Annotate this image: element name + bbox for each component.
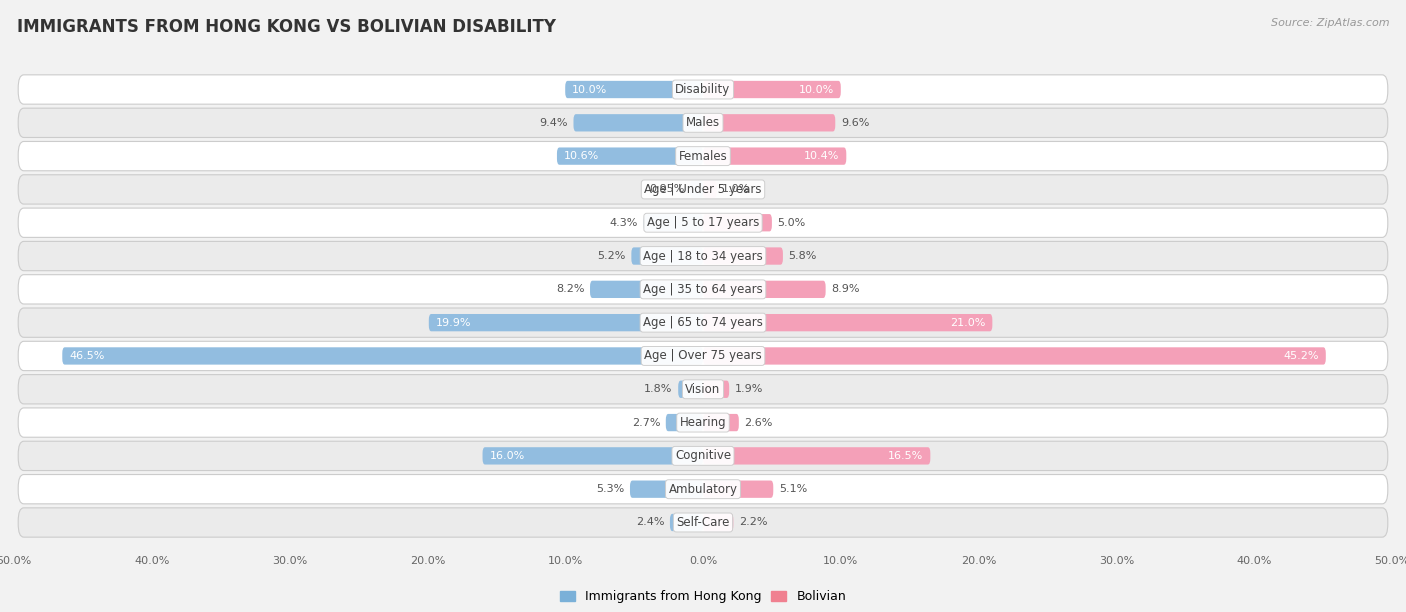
FancyBboxPatch shape (669, 514, 703, 531)
Text: 5.8%: 5.8% (789, 251, 817, 261)
Text: 10.0%: 10.0% (799, 84, 834, 94)
Text: 0.95%: 0.95% (650, 184, 685, 195)
FancyBboxPatch shape (703, 514, 734, 531)
FancyBboxPatch shape (482, 447, 703, 465)
FancyBboxPatch shape (678, 381, 703, 398)
Text: 19.9%: 19.9% (436, 318, 471, 327)
Text: Disability: Disability (675, 83, 731, 96)
FancyBboxPatch shape (565, 81, 703, 98)
Text: Age | Under 5 years: Age | Under 5 years (644, 183, 762, 196)
Text: 46.5%: 46.5% (69, 351, 104, 361)
FancyBboxPatch shape (557, 147, 703, 165)
FancyBboxPatch shape (18, 408, 1388, 437)
Text: 10.6%: 10.6% (564, 151, 599, 161)
Text: Vision: Vision (685, 382, 721, 396)
FancyBboxPatch shape (644, 214, 703, 231)
Text: 8.2%: 8.2% (555, 285, 585, 294)
FancyBboxPatch shape (703, 414, 738, 431)
Text: Hearing: Hearing (679, 416, 727, 429)
Text: 8.9%: 8.9% (831, 285, 859, 294)
FancyBboxPatch shape (666, 414, 703, 431)
Text: Self-Care: Self-Care (676, 516, 730, 529)
Text: 5.2%: 5.2% (598, 251, 626, 261)
Text: 2.2%: 2.2% (738, 518, 768, 528)
FancyBboxPatch shape (703, 214, 772, 231)
FancyBboxPatch shape (18, 241, 1388, 271)
Text: 2.6%: 2.6% (744, 417, 773, 428)
Text: 5.0%: 5.0% (778, 218, 806, 228)
Text: Females: Females (679, 149, 727, 163)
FancyBboxPatch shape (703, 447, 931, 465)
Text: 16.0%: 16.0% (489, 451, 524, 461)
Text: Age | Over 75 years: Age | Over 75 years (644, 349, 762, 362)
Text: 10.0%: 10.0% (572, 84, 607, 94)
FancyBboxPatch shape (18, 341, 1388, 371)
FancyBboxPatch shape (18, 141, 1388, 171)
FancyBboxPatch shape (18, 441, 1388, 471)
FancyBboxPatch shape (703, 347, 1326, 365)
FancyBboxPatch shape (18, 108, 1388, 138)
Text: 21.0%: 21.0% (950, 318, 986, 327)
Text: Ambulatory: Ambulatory (668, 483, 738, 496)
FancyBboxPatch shape (631, 247, 703, 265)
FancyBboxPatch shape (630, 480, 703, 498)
FancyBboxPatch shape (703, 247, 783, 265)
Legend: Immigrants from Hong Kong, Bolivian: Immigrants from Hong Kong, Bolivian (555, 585, 851, 608)
Text: Age | 5 to 17 years: Age | 5 to 17 years (647, 216, 759, 230)
FancyBboxPatch shape (574, 114, 703, 132)
Text: Males: Males (686, 116, 720, 129)
FancyBboxPatch shape (429, 314, 703, 331)
FancyBboxPatch shape (591, 281, 703, 298)
Text: 10.4%: 10.4% (804, 151, 839, 161)
Text: 16.5%: 16.5% (889, 451, 924, 461)
FancyBboxPatch shape (703, 381, 730, 398)
FancyBboxPatch shape (690, 181, 703, 198)
FancyBboxPatch shape (18, 75, 1388, 104)
Text: 9.6%: 9.6% (841, 118, 869, 128)
Text: 9.4%: 9.4% (540, 118, 568, 128)
FancyBboxPatch shape (18, 508, 1388, 537)
Text: Age | 65 to 74 years: Age | 65 to 74 years (643, 316, 763, 329)
FancyBboxPatch shape (18, 208, 1388, 237)
Text: 2.4%: 2.4% (636, 518, 665, 528)
FancyBboxPatch shape (18, 375, 1388, 404)
FancyBboxPatch shape (703, 281, 825, 298)
Text: 5.1%: 5.1% (779, 484, 807, 494)
FancyBboxPatch shape (18, 275, 1388, 304)
FancyBboxPatch shape (18, 474, 1388, 504)
FancyBboxPatch shape (18, 175, 1388, 204)
Text: Age | 18 to 34 years: Age | 18 to 34 years (643, 250, 763, 263)
Text: Age | 35 to 64 years: Age | 35 to 64 years (643, 283, 763, 296)
Text: 4.3%: 4.3% (610, 218, 638, 228)
Text: 1.8%: 1.8% (644, 384, 672, 394)
FancyBboxPatch shape (703, 181, 717, 198)
Text: 5.3%: 5.3% (596, 484, 624, 494)
Text: 1.9%: 1.9% (735, 384, 763, 394)
FancyBboxPatch shape (18, 308, 1388, 337)
Text: 2.7%: 2.7% (631, 417, 661, 428)
Text: Source: ZipAtlas.com: Source: ZipAtlas.com (1271, 18, 1389, 28)
Text: 1.0%: 1.0% (723, 184, 751, 195)
FancyBboxPatch shape (703, 114, 835, 132)
FancyBboxPatch shape (62, 347, 703, 365)
FancyBboxPatch shape (703, 147, 846, 165)
Text: 45.2%: 45.2% (1284, 351, 1319, 361)
Text: IMMIGRANTS FROM HONG KONG VS BOLIVIAN DISABILITY: IMMIGRANTS FROM HONG KONG VS BOLIVIAN DI… (17, 18, 555, 36)
FancyBboxPatch shape (703, 314, 993, 331)
FancyBboxPatch shape (703, 81, 841, 98)
Text: Cognitive: Cognitive (675, 449, 731, 463)
FancyBboxPatch shape (703, 480, 773, 498)
